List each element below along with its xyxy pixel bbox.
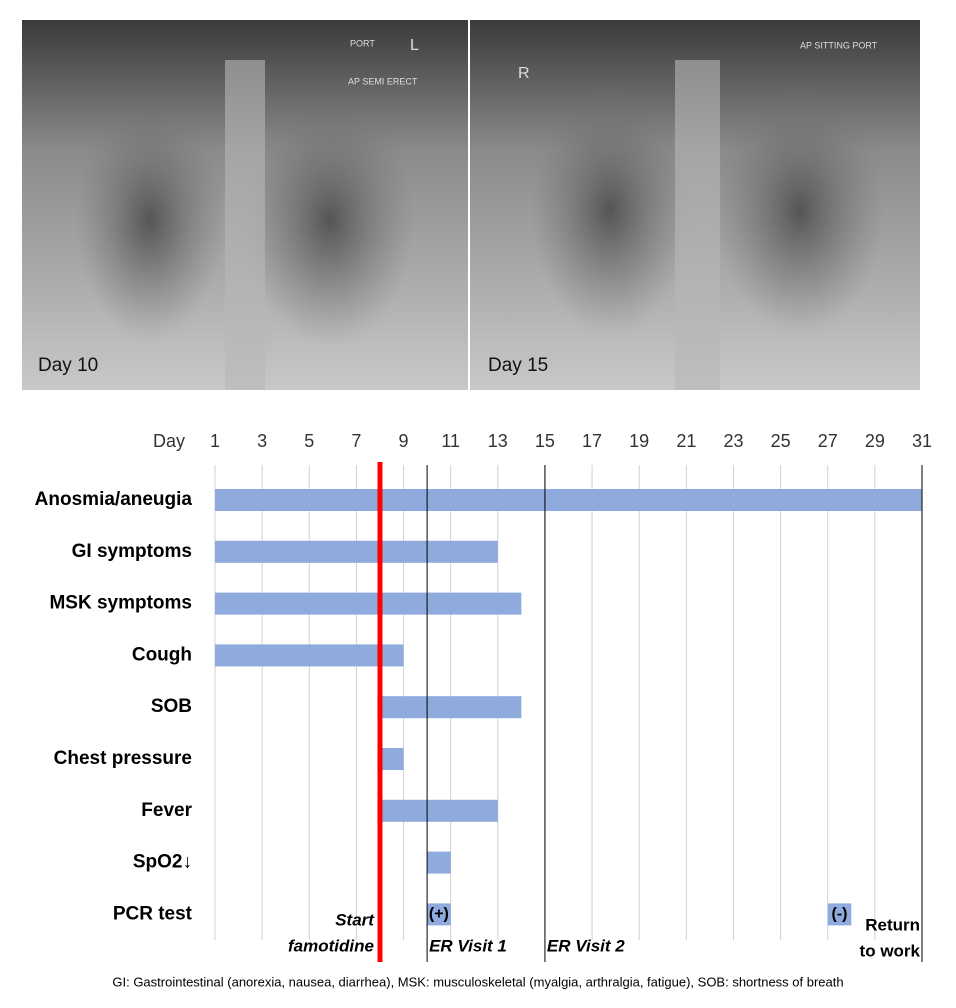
event-label: to work	[860, 941, 921, 960]
x-tick-label: 11	[441, 431, 460, 451]
event-label: Start	[335, 910, 375, 929]
row-label: Chest pressure	[54, 748, 192, 769]
test-label: (-)	[832, 906, 848, 923]
x-tick-label: 13	[488, 431, 508, 451]
xray-right	[470, 20, 920, 390]
xray-annotation: AP SEMI ERECT	[348, 76, 418, 86]
x-tick-label: 3	[257, 431, 267, 451]
test-label: (+)	[429, 906, 449, 923]
x-tick-label: 29	[865, 431, 885, 451]
row-label: Anosmia/aneugia	[35, 489, 193, 510]
row-label: GI symptoms	[72, 541, 192, 562]
bar	[215, 489, 922, 511]
bar	[379, 748, 404, 770]
test-marker	[427, 903, 451, 926]
x-tick-label: 17	[582, 431, 602, 451]
x-tick-label: 15	[535, 431, 555, 451]
image-label: Day 15	[488, 355, 548, 376]
bar	[379, 696, 522, 719]
xray-annotation: R	[518, 65, 530, 82]
x-tick-label: 31	[912, 431, 932, 451]
footnote: GI: Gastrointestinal (anorexia, nausea, …	[112, 974, 843, 989]
xray-annotation: L	[410, 37, 419, 54]
bar	[215, 644, 404, 667]
x-tick-label: 25	[771, 431, 791, 451]
x-tick-label: 27	[818, 431, 838, 451]
row-label: SOB	[151, 696, 192, 717]
image-label: Day 10	[38, 355, 98, 376]
x-tick-label: 21	[676, 431, 696, 451]
row-label: Fever	[141, 800, 192, 821]
x-tick-label: 1	[210, 431, 220, 451]
x-tick-label: 23	[723, 431, 743, 451]
event-label: Return	[865, 915, 920, 934]
xray-left	[22, 20, 468, 390]
x-tick-label: 7	[351, 431, 361, 451]
event-label: ER Visit 1	[429, 936, 507, 955]
test-marker	[827, 903, 852, 926]
x-tick-label: 9	[399, 431, 409, 451]
xray-annotation: AP SITTING PORT	[800, 40, 878, 50]
x-tick-label: 19	[629, 431, 649, 451]
x-axis-label: Day	[153, 431, 185, 451]
bar	[215, 592, 522, 615]
bar	[215, 540, 498, 563]
xray-annotation: PORT	[350, 38, 375, 48]
event-label: famotidine	[288, 936, 374, 955]
x-tick-label: 5	[304, 431, 314, 451]
event-label: ER Visit 2	[547, 936, 625, 955]
bar	[427, 851, 451, 874]
plot: 1 3 5 7 9 11 13 15 17 19 21 23 25 27 29 31Anosmia/aneug…	[35, 431, 932, 962]
row-label: PCR test	[113, 903, 193, 924]
row-label: Cough	[132, 644, 192, 665]
row-label: MSK symptoms	[49, 593, 192, 614]
bar	[379, 799, 498, 822]
row-label: SpO2↓	[133, 852, 192, 873]
